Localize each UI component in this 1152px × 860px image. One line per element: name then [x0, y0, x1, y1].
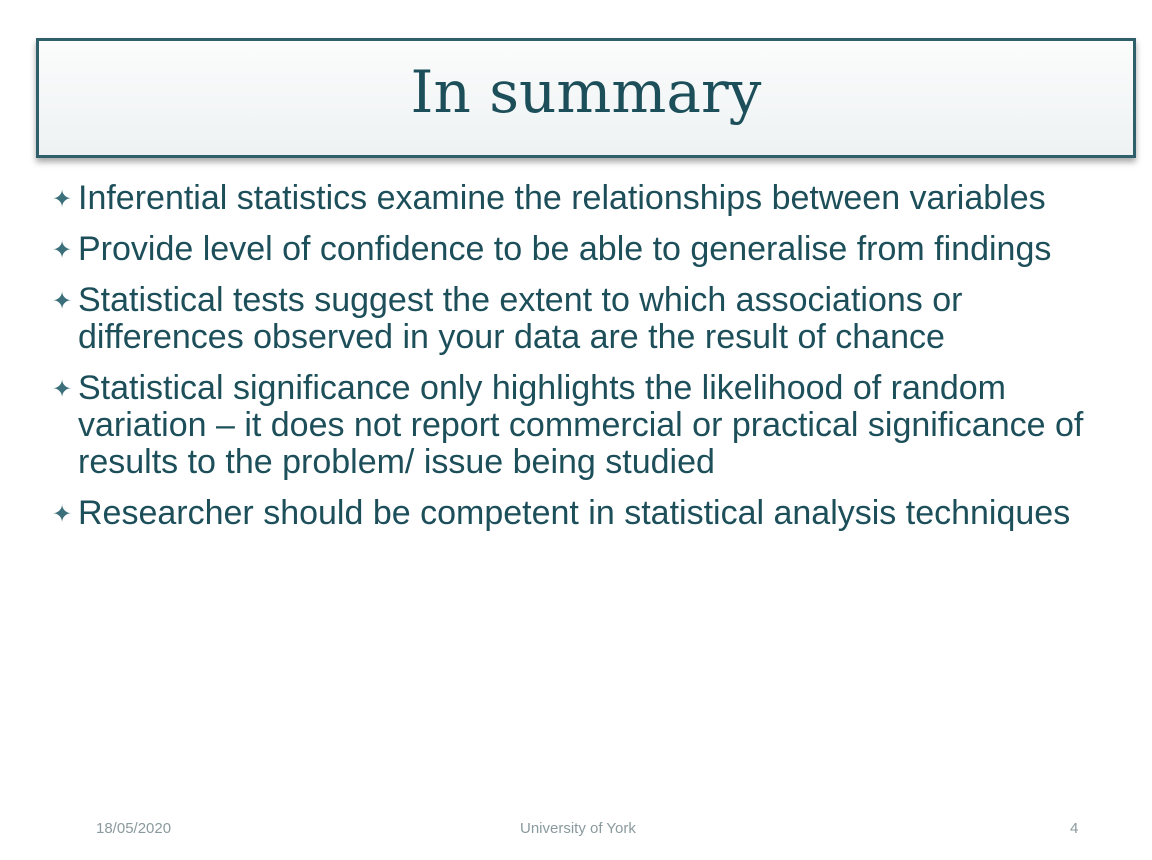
footer-page-number: 4	[1070, 820, 1079, 837]
star-bullet-icon: ✦	[52, 501, 73, 528]
bullet-text: Researcher should be competent in statis…	[78, 494, 1071, 532]
bullet-list: ✦ Inferential statistics examine the rel…	[52, 180, 1132, 546]
bullet-text: Statistical tests suggest the extent to …	[78, 281, 963, 356]
footer-date: 18/05/2020	[96, 820, 172, 837]
bullet-text: Statistical significance only highlights…	[78, 369, 1084, 481]
footer-organization: University of York	[520, 820, 636, 837]
star-bullet-icon: ✦	[52, 186, 73, 213]
bullet-item: ✦ Provide level of confidence to be able…	[52, 231, 1132, 268]
star-bullet-icon: ✦	[52, 237, 73, 264]
bullet-item: ✦ Statistical significance only highligh…	[52, 370, 1132, 481]
star-bullet-icon: ✦	[52, 376, 73, 403]
bullet-text: Inferential statistics examine the relat…	[78, 179, 1046, 217]
title-box: In summary	[36, 38, 1136, 158]
bullet-item: ✦ Statistical tests suggest the extent t…	[52, 282, 1132, 356]
bullet-text: Provide level of confidence to be able t…	[78, 230, 1052, 268]
bullet-item: ✦ Researcher should be competent in stat…	[52, 495, 1132, 532]
slide-title: In summary	[410, 58, 762, 126]
bullet-item: ✦ Inferential statistics examine the rel…	[52, 180, 1132, 217]
star-bullet-icon: ✦	[52, 288, 73, 315]
